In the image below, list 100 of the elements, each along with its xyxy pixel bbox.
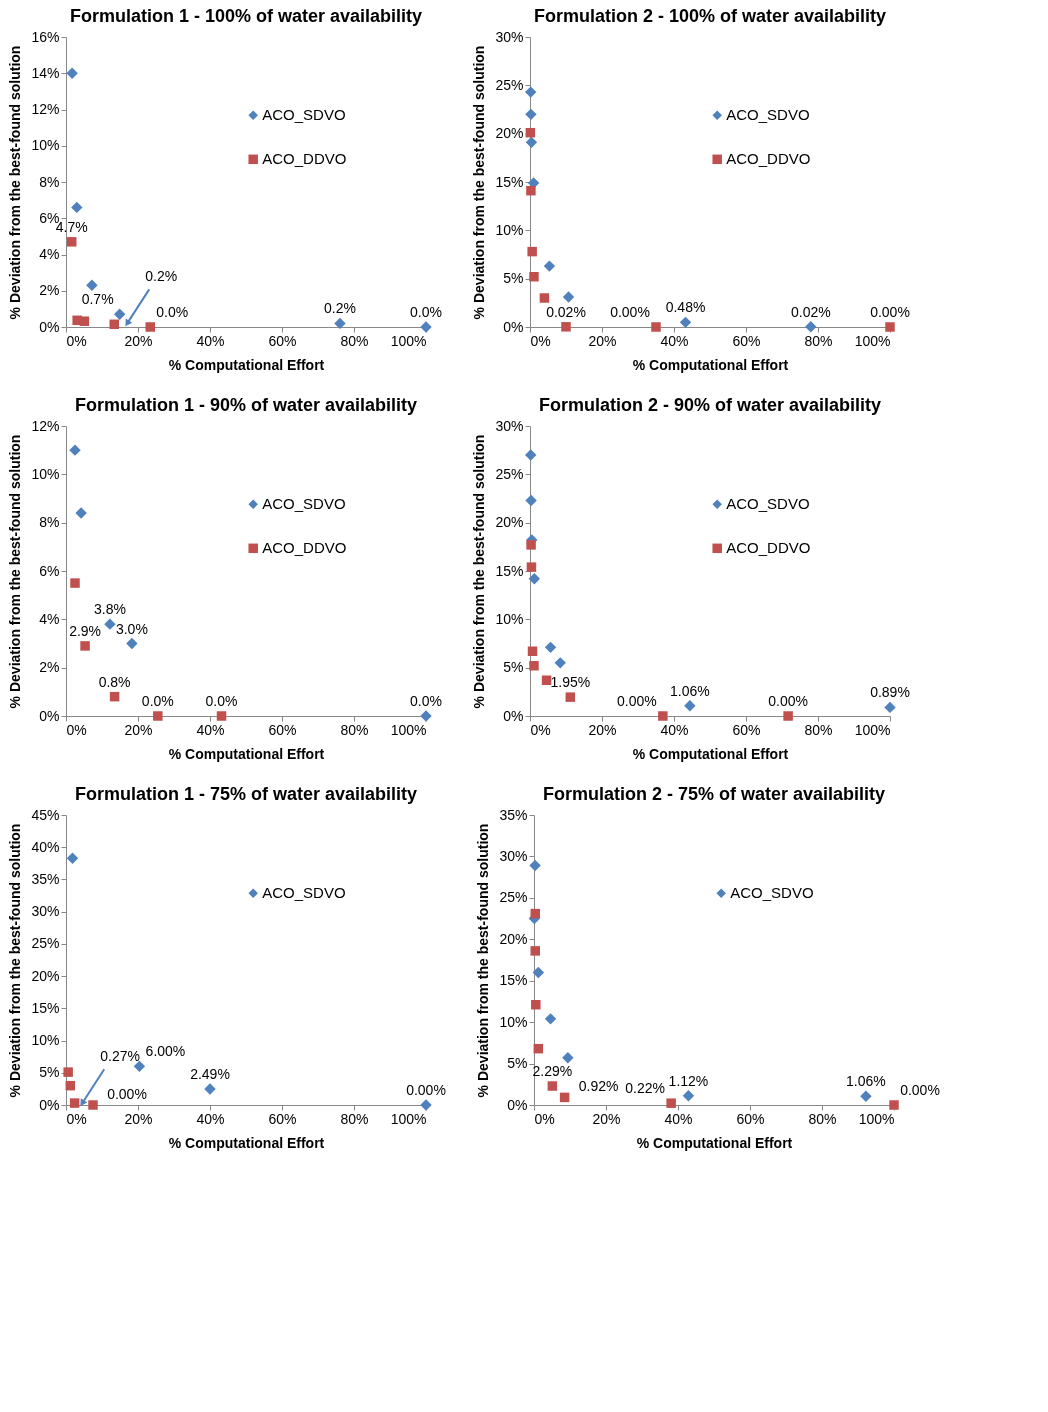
y-tick-label: 15%	[31, 999, 60, 1016]
x-tick-label: 100%	[390, 721, 427, 738]
data-label: 0.00%	[107, 1086, 147, 1102]
data-label: 1.12%	[668, 1072, 709, 1089]
y-axis-title: % Deviation from the best-found solution	[471, 45, 488, 320]
legend-label: ACO_SDVO	[262, 106, 346, 124]
legend-label: ACO_DDVO	[262, 539, 347, 557]
y-axis-title: % Deviation from the best-found solution	[471, 434, 488, 709]
x-tick-label: 100%	[858, 1110, 895, 1127]
x-tick-label: 20%	[588, 332, 617, 349]
y-tick-label: 16%	[31, 28, 60, 45]
y-tick-label: 0%	[39, 318, 60, 335]
y-tick-label: 35%	[499, 806, 528, 823]
y-tick-label: 25%	[495, 465, 524, 482]
y-tick-label: 5%	[39, 1064, 60, 1081]
x-tick-label: 40%	[196, 721, 225, 738]
x-tick-label: 40%	[664, 1110, 693, 1127]
x-tick-label: 60%	[732, 721, 761, 738]
x-axis-title: % Computational Effort	[168, 1134, 325, 1151]
annotation: 0.2%	[145, 268, 178, 285]
y-tick-label: 12%	[31, 417, 60, 434]
x-tick-label: 100%	[390, 332, 427, 349]
x-tick-label: 0%	[530, 332, 551, 349]
x-tick-label: 20%	[124, 332, 153, 349]
y-tick-label: 30%	[499, 847, 528, 864]
x-tick-label: 100%	[854, 332, 891, 349]
x-tick-label: 60%	[268, 1110, 297, 1127]
x-tick-label: 80%	[340, 1110, 369, 1127]
data-label: 6.00%	[145, 1043, 186, 1060]
legend-label: ACO_SDVO	[726, 106, 810, 124]
data-label: 0.0%	[410, 304, 442, 320]
y-tick-label: 14%	[31, 64, 60, 81]
y-tick-label: 25%	[31, 935, 60, 952]
y-tick-label: 10%	[31, 137, 60, 154]
chart-title: Formulation 2 - 90% of water availability	[538, 395, 882, 415]
data-label: 0.0%	[156, 304, 189, 320]
x-tick-label: 40%	[660, 721, 689, 738]
x-tick-label: 20%	[124, 721, 153, 738]
x-tick-label: 80%	[804, 721, 833, 738]
y-tick-label: 30%	[31, 903, 60, 920]
x-tick-label: 20%	[588, 721, 617, 738]
x-tick-label: 80%	[340, 332, 369, 349]
legend-label: ACO_DDVO	[726, 150, 811, 168]
data-label: 0.7%	[81, 291, 114, 308]
data-label: 2.29%	[532, 1063, 573, 1080]
y-tick-label: 0%	[39, 707, 60, 724]
legend-label: ACO_DDVO	[262, 150, 347, 168]
data-label: 2.49%	[190, 1065, 230, 1082]
data-label: 0.00%	[406, 1082, 446, 1098]
x-tick-label: 100%	[854, 721, 891, 738]
data-label: 0.00%	[768, 693, 808, 709]
data-label: 0.0%	[205, 693, 238, 709]
chart-title: Formulation 1 - 90% of water availability	[74, 395, 418, 415]
x-tick-label: 40%	[660, 332, 689, 349]
y-tick-label: 4%	[39, 246, 60, 262]
y-tick-label: 20%	[31, 967, 60, 984]
data-label: 2.9%	[69, 622, 102, 639]
data-label: 0.0%	[141, 693, 174, 709]
legend-label: ACO_SDVO	[262, 884, 346, 902]
data-label: 1.06%	[669, 682, 710, 699]
y-tick-label: 30%	[495, 28, 524, 45]
data-label: 1.95%	[550, 674, 591, 691]
data-label: 0.00%	[870, 304, 910, 320]
data-label: 0.00%	[616, 693, 657, 709]
x-tick-label: 60%	[268, 721, 297, 738]
x-tick-label: 80%	[340, 721, 369, 738]
data-label: 0.2%	[324, 300, 356, 317]
y-tick-label: 35%	[31, 870, 60, 887]
data-label: 3.0%	[115, 620, 148, 637]
chart-title: Formulation 2 - 75% of water availability	[542, 784, 886, 804]
y-tick-label: 2%	[39, 282, 60, 299]
x-tick-label: 20%	[592, 1110, 621, 1127]
y-tick-label: 20%	[499, 930, 528, 947]
x-axis-title: % Computational Effort	[632, 745, 789, 762]
y-tick-label: 40%	[31, 838, 60, 855]
chart-title: Formulation 1 - 75% of water availability	[74, 784, 418, 804]
x-tick-label: 60%	[268, 332, 297, 349]
x-tick-label: 80%	[804, 332, 833, 349]
y-tick-label: 15%	[495, 562, 524, 579]
data-label: 0.02%	[790, 303, 831, 320]
y-tick-label: 45%	[31, 806, 60, 823]
y-tick-label: 2%	[39, 659, 60, 676]
data-label: 0.22%	[625, 1080, 666, 1097]
y-tick-label: 10%	[495, 610, 524, 627]
y-tick-label: 8%	[39, 514, 60, 531]
x-tick-label: 20%	[124, 1110, 153, 1127]
y-tick-label: 30%	[495, 417, 524, 434]
y-tick-label: 10%	[31, 1032, 60, 1049]
y-tick-label: 20%	[495, 514, 524, 531]
x-tick-label: 80%	[808, 1110, 837, 1127]
y-tick-label: 25%	[499, 889, 528, 906]
data-label: 0.89%	[870, 684, 910, 701]
y-tick-label: 5%	[507, 1055, 528, 1072]
y-tick-label: 0%	[507, 1096, 528, 1113]
legend-label: ACO_SDVO	[262, 495, 346, 513]
y-tick-label: 0%	[503, 318, 524, 335]
y-tick-label: 6%	[39, 562, 60, 579]
y-tick-label: 0%	[503, 707, 524, 724]
x-tick-label: 40%	[196, 332, 225, 349]
data-label: 0.48%	[665, 299, 706, 316]
